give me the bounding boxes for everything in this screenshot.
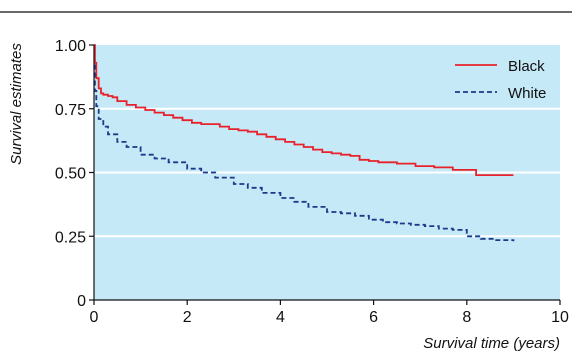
x-tick-label-5: 10 [551,309,569,326]
x-tick-label-1: 2 [183,309,192,326]
series-line-black [94,44,514,176]
series-lines [94,44,515,242]
y-axis-title: Survival estimates [8,43,25,165]
x-tick-label-3: 6 [369,309,378,326]
y-tick-label-3: 0.75 [55,102,86,119]
x-tick-label-4: 8 [462,309,471,326]
legend: Black White [455,58,546,102]
series-line-white [94,64,515,242]
y-tick-label-1: 0.25 [55,229,86,246]
gridlines [94,107,560,238]
x-axis-title: Survival time (years) [423,335,560,352]
x-tick-label-0: 0 [90,309,99,326]
axes [89,44,561,305]
legend-label-white: White [508,85,546,102]
legend-label-black: Black [508,58,545,75]
y-tick-label-2: 0.50 [55,166,86,183]
tick-labels: 0 2 4 6 8 10 0 0.25 0.50 0.75 1.00 [55,38,569,326]
y-tick-label-4: 1.00 [55,38,86,55]
x-tick-label-2: 4 [276,309,285,326]
y-tick-label-0: 0 [77,293,86,310]
